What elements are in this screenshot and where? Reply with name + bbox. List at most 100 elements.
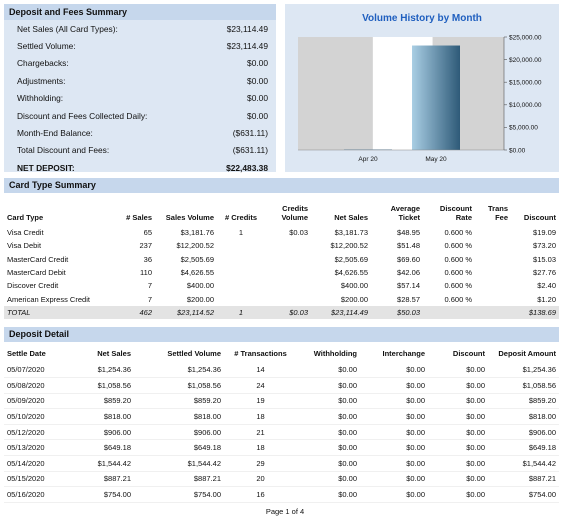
detail-cell: 24 [224,377,297,394]
card-row: Visa Credit 65 $3,181.76 1 $0.03 $3,181.73 $48… [4,226,559,239]
card-cell: $400.00 [186,281,214,291]
card-column-header: Discount Rate [439,204,472,222]
summary-value: $0.00 [247,93,268,104]
detail-cell: $0.00 [360,471,428,488]
card-cell: 0.600 % [444,228,472,238]
card-total-cell [423,306,475,319]
card-row: Visa Debit 237 $12,200.52 $12,200.52 $51.48 0… [4,239,559,252]
summary-row: Chargebacks: $0.00 [4,55,276,72]
detail-row: 05/15/2020 $887.21 $887.21 20 $0.00 $0.00 $0.0… [4,471,559,488]
card-column-header: Average Ticket [390,204,420,222]
detail-cell: 05/08/2020 [4,377,74,394]
card-column-header: Discount [523,213,556,222]
detail-cell: $1,544.42 [488,455,559,472]
card-cell: $12,200.52 [176,241,214,251]
detail-cell: $1,254.36 [134,362,224,379]
detail-cell: $818.00 [74,408,134,425]
detail-column-header: Deposit Amount [498,348,556,358]
y-tick-label: $20,000.00 [509,57,542,64]
card-cell: MasterCard Credit [7,254,69,264]
card-cell: 110 [140,268,152,278]
card-cell: $2,505.69 [180,254,214,264]
summary-row: Adjustments: $0.00 [4,72,276,89]
detail-cell: $859.20 [74,393,134,410]
detail-cell: $0.00 [360,455,428,472]
detail-cell: $0.00 [360,408,428,425]
summary-label: Total Discount and Fees: [17,145,110,156]
detail-cell: $859.20 [134,393,224,410]
detail-row: 05/09/2020 $859.20 $859.20 19 $0.00 $0.00 $0.0… [4,393,559,410]
summary-label: Chargebacks: [17,58,69,69]
detail-cell: $887.21 [134,471,224,488]
card-row: MasterCard Credit 36 $2,505.69 $2,505.69 $69… [4,253,559,266]
y-tick-label: $15,000.00 [509,80,542,87]
detail-cell: $649.18 [134,439,224,457]
detail-cell: 05/16/2020 [4,486,74,503]
card-cell: $42.06 [397,268,420,278]
deposit-fees-summary: Deposit and Fees Summary Net Sales (All … [4,4,276,173]
card-summary-title: Card Type Summary [4,178,559,193]
summary-value: $0.00 [247,75,268,86]
detail-cell: $1,254.36 [488,362,559,379]
detail-cell: $887.21 [488,471,559,488]
summary-row: NET DEPOSIT: $22,483.38 [4,159,276,176]
detail-cell: $1,058.56 [488,377,559,394]
detail-cell: 05/13/2020 [4,439,74,457]
summary-label: NET DEPOSIT: [17,162,75,173]
card-cell: $4,626.55 [180,268,214,278]
summary-value: ($631.11) [232,128,268,139]
card-cell: $27.76 [533,268,556,278]
detail-cell: $754.00 [74,486,134,503]
card-column-header: Sales Volume [165,213,214,222]
detail-cell: $0.00 [428,471,488,488]
detail-cell: 14 [224,362,297,379]
detail-cell: $0.00 [428,486,488,503]
summary-row: Settled Volume: $23,114.49 [4,37,276,54]
card-cell: 0.600 % [444,241,472,251]
card-total-cell: $50.03 [397,307,420,317]
detail-cell: $0.00 [297,471,360,488]
card-cell: $19.09 [533,228,556,238]
summary-label: Adjustments: [17,75,66,86]
card-cell: $4,626.55 [334,268,368,278]
bar-may-20 [412,45,460,150]
detail-cell: $0.00 [428,439,488,457]
detail-column-header: # Transactions [234,348,287,358]
detail-row: 05/16/2020 $754.00 $754.00 16 $0.00 $0.00 $0.0… [4,486,559,503]
detail-column-header: Discount [452,348,485,358]
detail-cell: $818.00 [488,408,559,425]
card-cell: $48.95 [397,228,420,238]
detail-cell: $1,254.36 [74,362,134,379]
summary-value: $22,483.38 [226,162,268,173]
card-cell [217,279,265,292]
detail-cell: 05/12/2020 [4,424,74,441]
detail-cell: $887.21 [74,471,134,488]
card-total-cell: $23,114.52 [177,307,214,317]
card-row: Discover Credit 7 $400.00 $400.00 $57.14 0.60… [4,279,559,292]
detail-cell: $649.18 [74,439,134,457]
card-cell: $3,181.73 [334,228,368,238]
card-cell [475,253,511,266]
detail-cell: 05/10/2020 [4,408,74,425]
summary-label: Discount and Fees Collected Daily: [17,110,148,121]
card-cell: $28.57 [397,294,420,304]
detail-cell: 19 [224,393,297,410]
card-cell [217,253,265,266]
card-cell: $69.60 [397,254,420,264]
card-cell: Visa Credit [7,228,44,238]
card-cell [475,266,511,279]
detail-cell: $0.00 [360,439,428,457]
card-column-header: Credits Volume [281,204,308,222]
detail-cell: $0.00 [360,377,428,394]
card-column-header: Net Sales [334,213,368,222]
card-cell: $15.03 [533,254,556,264]
card-cell: Visa Debit [7,241,42,251]
card-total-cell: TOTAL [7,307,31,317]
card-cell [475,279,511,292]
card-cell: 1 [238,228,244,238]
detail-cell: 21 [224,424,297,441]
card-total-cell: $23,114.49 [331,307,368,317]
detail-cell: $1,058.56 [74,377,134,394]
card-cell [475,239,511,252]
summary-title: Deposit and Fees Summary [4,4,276,20]
